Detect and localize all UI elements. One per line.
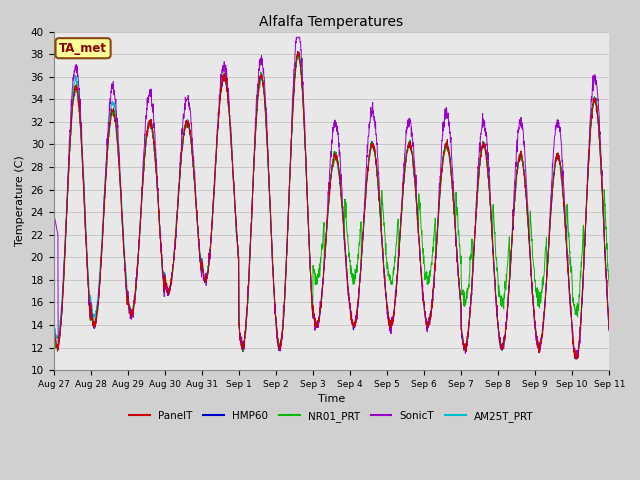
PanelT [557,163,564,168]
HMP60 [205,263,212,269]
SonicT [50,209,58,215]
NR01_PRT [348,274,356,280]
AM25T_PRT [572,356,580,361]
SonicT [605,325,613,331]
HMP60 [360,220,367,226]
NR01_PRT [50,319,58,324]
Line: HMP60: HMP60 [54,52,609,359]
AM25T_PRT [360,221,367,227]
HMP60 [295,49,303,55]
NR01_PRT [605,284,613,289]
SonicT [360,220,367,226]
HMP60 [348,317,355,323]
SonicT [572,356,580,361]
PanelT [348,319,355,325]
HMP60 [493,313,501,319]
PanelT [572,356,580,361]
Line: AM25T_PRT: AM25T_PRT [54,52,609,359]
PanelT [572,354,580,360]
NR01_PRT [572,312,580,317]
PanelT [493,310,501,316]
Y-axis label: Temperature (C): Temperature (C) [15,156,25,246]
HMP60 [50,318,58,324]
NR01_PRT [493,265,501,271]
Text: TA_met: TA_met [59,42,107,55]
AM25T_PRT [557,161,564,167]
PanelT [605,326,613,332]
SonicT [557,131,564,136]
HMP60 [572,356,580,361]
Line: NR01_PRT: NR01_PRT [54,52,609,352]
HMP60 [557,163,564,168]
AM25T_PRT [205,265,212,271]
NR01_PRT [205,262,212,267]
AM25T_PRT [605,324,613,330]
Title: Alfalfa Temperatures: Alfalfa Temperatures [259,15,403,29]
HMP60 [572,356,580,361]
SonicT [205,268,212,274]
Legend: PanelT, HMP60, NR01_PRT, SonicT, AM25T_PRT: PanelT, HMP60, NR01_PRT, SonicT, AM25T_P… [125,407,538,426]
SonicT [293,34,301,40]
SonicT [348,309,355,315]
NR01_PRT [360,216,368,222]
NR01_PRT [239,349,247,355]
PanelT [205,265,212,271]
PanelT [294,48,301,54]
PanelT [50,320,58,325]
SonicT [493,302,501,308]
SonicT [572,356,580,361]
NR01_PRT [557,162,564,168]
PanelT [360,221,367,227]
NR01_PRT [295,49,303,55]
Line: SonicT: SonicT [54,37,609,359]
AM25T_PRT [493,312,501,317]
X-axis label: Time: Time [318,395,345,404]
AM25T_PRT [572,356,579,361]
AM25T_PRT [50,313,58,319]
AM25T_PRT [348,319,355,324]
HMP60 [605,328,613,334]
AM25T_PRT [294,49,301,55]
Line: PanelT: PanelT [54,51,609,359]
